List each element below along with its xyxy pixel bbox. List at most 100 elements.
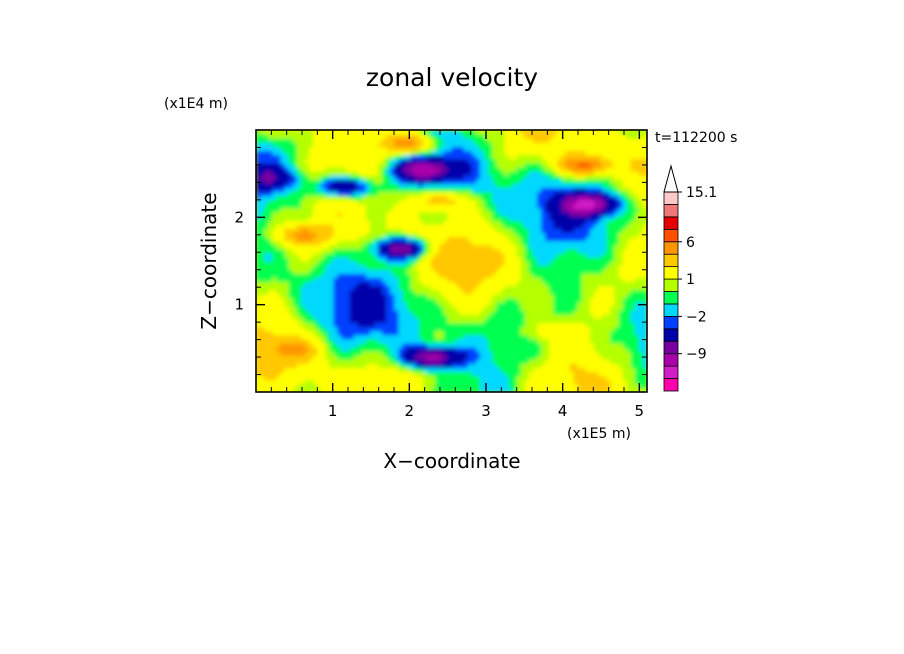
heatmap-cell <box>370 285 375 291</box>
heatmap-cell <box>361 375 367 381</box>
heatmap-cell <box>317 244 322 250</box>
heatmap-cell <box>284 310 290 315</box>
heatmap-cell <box>378 154 383 160</box>
heatmap-cell <box>406 338 412 344</box>
heatmap-cell <box>512 285 518 291</box>
heatmap-cell <box>296 220 302 225</box>
heatmap-cell <box>512 203 518 209</box>
heatmap-cell <box>520 334 526 340</box>
heatmap-cell <box>500 355 506 360</box>
heatmap-cell <box>398 289 404 295</box>
heatmap-cell <box>398 326 404 332</box>
heatmap-cell <box>459 342 465 348</box>
heatmap-cell <box>333 199 339 205</box>
heatmap-cell <box>455 367 461 373</box>
heatmap-cell <box>455 170 461 176</box>
heatmap-cell <box>296 359 302 364</box>
heatmap-cell <box>524 248 530 254</box>
heatmap-cell <box>545 334 550 340</box>
heatmap-cell <box>406 154 412 160</box>
heatmap-cell <box>455 232 461 238</box>
heatmap-cell <box>516 195 522 201</box>
heatmap-cell <box>488 318 493 324</box>
heatmap-cell <box>345 383 351 389</box>
heatmap-cell <box>398 371 404 377</box>
heatmap-cell <box>321 367 326 373</box>
heatmap-cell <box>516 297 522 303</box>
heatmap-cell <box>341 138 347 143</box>
heatmap-cell <box>321 166 326 172</box>
heatmap-cell <box>304 265 310 270</box>
heatmap-cell <box>272 162 277 168</box>
heatmap-cell <box>260 346 265 352</box>
heatmap-cell <box>496 367 501 373</box>
heatmap-cell <box>524 236 530 242</box>
heatmap-cell <box>524 191 530 197</box>
heatmap-cell <box>439 166 444 172</box>
heatmap-cell <box>557 166 563 172</box>
heatmap-cell <box>296 265 302 270</box>
heatmap-cell <box>459 359 465 364</box>
heatmap-cell <box>361 342 367 348</box>
heatmap-cell <box>545 326 550 332</box>
heatmap-cell <box>553 318 558 324</box>
heatmap-cell <box>402 281 408 287</box>
heatmap-cell <box>528 207 534 213</box>
heatmap-cell <box>402 154 408 160</box>
heatmap-cell <box>475 236 481 242</box>
heatmap-cell <box>488 301 493 307</box>
heatmap-cell <box>520 322 526 328</box>
heatmap-cell <box>357 375 363 381</box>
heatmap-cell <box>463 199 469 205</box>
heatmap-cell <box>467 138 473 143</box>
heatmap-cell <box>292 289 298 295</box>
heatmap-cell <box>422 322 428 328</box>
heatmap-cell <box>471 191 477 197</box>
heatmap-cell <box>422 281 428 287</box>
heatmap-cell <box>386 293 392 299</box>
heatmap-cell <box>508 306 514 311</box>
heatmap-cell <box>569 130 575 135</box>
heatmap-cell <box>296 277 302 283</box>
heatmap-cell <box>500 215 506 221</box>
heatmap-cell <box>402 175 408 180</box>
heatmap-cell <box>528 326 534 332</box>
heatmap-cell <box>349 195 355 201</box>
heatmap-cell <box>276 162 282 168</box>
heatmap-cell <box>317 146 322 152</box>
heatmap-cell <box>370 363 375 369</box>
heatmap-cell <box>361 220 367 225</box>
heatmap-cell <box>357 273 363 278</box>
heatmap-cell <box>292 342 298 348</box>
heatmap-cell <box>333 203 339 209</box>
heatmap-cell <box>512 330 518 336</box>
heatmap-cell <box>365 187 371 193</box>
heatmap-cell <box>488 355 493 360</box>
heatmap-cell <box>471 281 477 287</box>
heatmap-cell <box>549 318 554 324</box>
heatmap-cell <box>516 326 522 332</box>
heatmap-cell <box>488 191 493 197</box>
heatmap-cell <box>504 199 510 205</box>
time-label: t=112200 s <box>655 130 737 146</box>
heatmap-cell <box>504 187 510 193</box>
heatmap-cell <box>475 195 481 201</box>
heatmap-cell <box>402 334 408 340</box>
heatmap-cell <box>410 289 416 295</box>
heatmap-cell <box>549 314 554 319</box>
heatmap-cell <box>337 351 343 356</box>
heatmap-cell <box>280 346 286 352</box>
heatmap-cell <box>361 306 367 311</box>
heatmap-cell <box>353 346 359 352</box>
heatmap-cell <box>410 175 416 180</box>
heatmap-cell <box>402 322 408 328</box>
heatmap-cell <box>455 236 461 242</box>
heatmap-cell <box>345 220 351 225</box>
heatmap-cell <box>357 203 363 209</box>
heatmap-cell <box>532 355 538 360</box>
heatmap-cell <box>463 293 469 299</box>
heatmap-cell <box>532 138 538 143</box>
heatmap-cell <box>398 285 404 291</box>
heatmap-cell <box>528 256 534 262</box>
heatmap-cell <box>370 220 375 225</box>
